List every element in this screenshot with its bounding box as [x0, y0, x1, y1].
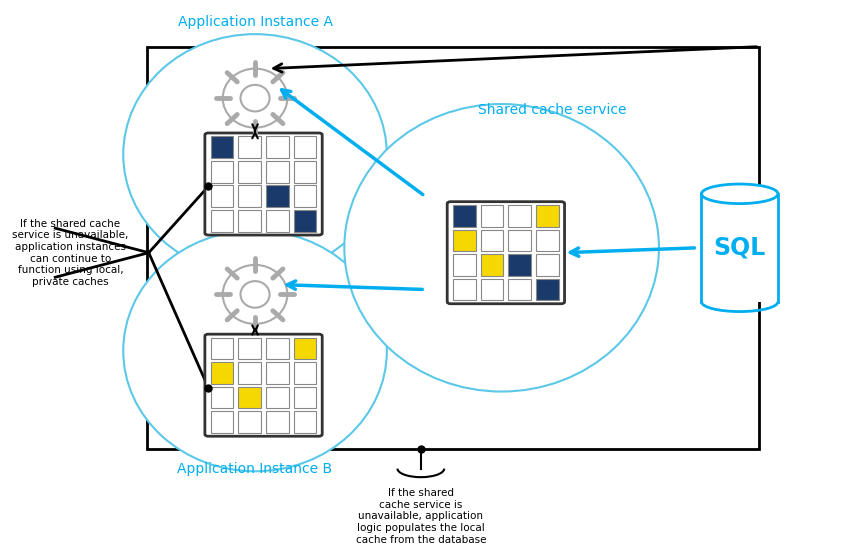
FancyBboxPatch shape: [447, 202, 564, 304]
Bar: [211, 161, 233, 183]
Bar: [536, 229, 558, 251]
FancyBboxPatch shape: [205, 133, 322, 235]
Ellipse shape: [223, 265, 287, 324]
Bar: [266, 161, 288, 183]
Bar: [238, 337, 261, 359]
Bar: [266, 136, 288, 158]
Bar: [293, 185, 316, 207]
Bar: [266, 185, 288, 207]
Text: Application Instance B: Application Instance B: [178, 462, 332, 476]
Bar: [211, 185, 233, 207]
Bar: [481, 278, 503, 300]
Bar: [238, 136, 261, 158]
Ellipse shape: [223, 69, 287, 128]
Bar: [453, 278, 476, 300]
Bar: [508, 278, 531, 300]
Bar: [508, 254, 531, 276]
Bar: [211, 386, 233, 408]
Bar: [266, 411, 288, 433]
Text: Shared cache service: Shared cache service: [478, 104, 627, 117]
Bar: [293, 386, 316, 408]
Bar: [508, 229, 531, 251]
Bar: [453, 205, 476, 227]
Bar: [238, 210, 261, 232]
Bar: [238, 386, 261, 408]
Bar: [536, 254, 558, 276]
Bar: [266, 337, 288, 359]
Bar: [508, 205, 531, 227]
Bar: [293, 136, 316, 158]
Bar: [266, 386, 288, 408]
Bar: [266, 210, 288, 232]
FancyBboxPatch shape: [205, 334, 322, 436]
Text: If the shared cache
service is unavailable,
application instances
can continue t: If the shared cache service is unavailab…: [12, 219, 129, 287]
Ellipse shape: [123, 34, 387, 275]
Bar: [211, 210, 233, 232]
Ellipse shape: [344, 104, 659, 391]
Ellipse shape: [702, 184, 778, 204]
Bar: [453, 254, 476, 276]
Bar: [453, 229, 476, 251]
Text: SQL: SQL: [714, 236, 765, 260]
Text: If the shared
cache service is
unavailable, application
logic populates the loca: If the shared cache service is unavailab…: [356, 488, 486, 544]
Bar: [211, 362, 233, 384]
Bar: [211, 411, 233, 433]
Bar: [293, 161, 316, 183]
Bar: [147, 47, 759, 449]
Ellipse shape: [241, 85, 269, 111]
Bar: [702, 194, 778, 302]
Ellipse shape: [123, 231, 387, 471]
Text: Application Instance A: Application Instance A: [178, 15, 332, 29]
Bar: [238, 161, 261, 183]
Bar: [238, 362, 261, 384]
Bar: [536, 278, 558, 300]
Ellipse shape: [241, 281, 269, 308]
Bar: [481, 205, 503, 227]
Bar: [293, 337, 316, 359]
Bar: [266, 362, 288, 384]
Bar: [481, 229, 503, 251]
Bar: [293, 411, 316, 433]
Bar: [211, 337, 233, 359]
Bar: [293, 362, 316, 384]
Bar: [211, 136, 233, 158]
Bar: [238, 411, 261, 433]
Bar: [481, 254, 503, 276]
Bar: [293, 210, 316, 232]
Bar: [536, 205, 558, 227]
Bar: [238, 185, 261, 207]
